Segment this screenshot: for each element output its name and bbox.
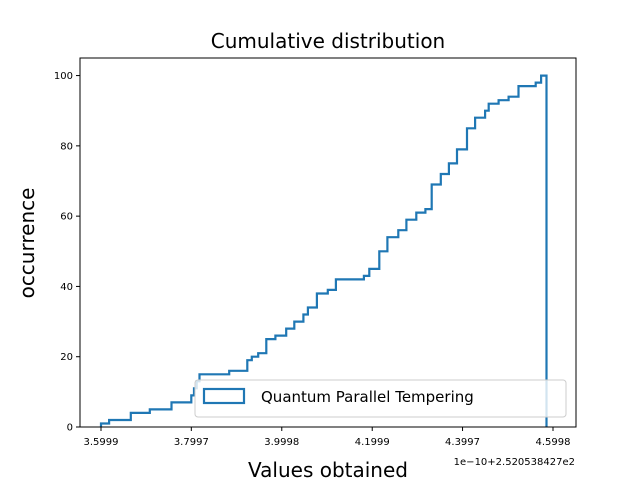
y-tick-label: 60 [60, 212, 73, 223]
x-tick-label: 3.7997 [174, 437, 209, 448]
legend-box [194, 379, 567, 418]
y-tick-label: 0 [67, 423, 73, 434]
x-tick-label: 4.3997 [445, 437, 480, 448]
x-tick-label: 4.1999 [355, 437, 390, 448]
y-tick-label: 40 [60, 282, 73, 293]
y-axis-ticks: 0 20 40 60 80 100 [54, 71, 80, 434]
y-axis-label: occurrence [15, 188, 39, 299]
y-tick-label: 80 [60, 141, 73, 152]
x-axis-offset-label: 1e−10+2.520538427e2 [454, 457, 575, 468]
x-tick-label: 3.5999 [84, 437, 119, 448]
x-axis-ticks: 3.5999 3.7997 3.9998 4.1999 4.3997 4.5998 [84, 427, 571, 448]
y-tick-label: 100 [54, 71, 73, 82]
y-tick-label: 20 [60, 352, 73, 363]
legend-label: Quantum Parallel Tempering [261, 388, 474, 406]
legend-swatch [202, 387, 246, 405]
x-axis-label: Values obtained [248, 458, 408, 480]
legend: Quantum Parallel Tempering [194, 379, 567, 418]
axes-frame [79, 57, 577, 428]
x-tick-label: 3.9998 [264, 437, 299, 448]
x-tick-label: 4.5998 [536, 437, 571, 448]
chart-title: Cumulative distribution [211, 29, 445, 53]
